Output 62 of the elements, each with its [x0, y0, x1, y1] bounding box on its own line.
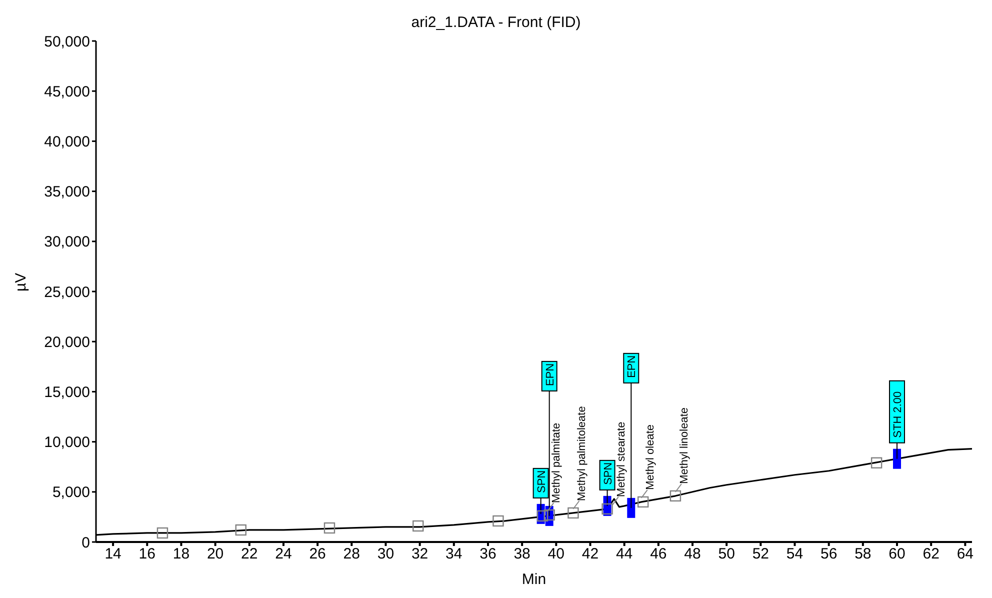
x-tick-label: 18: [172, 546, 190, 563]
chart-title: ari2_1.DATA - Front (FID): [410, 14, 582, 31]
x-tick-label: 26: [309, 546, 326, 563]
x-tick-label: 42: [582, 546, 599, 563]
y-tick-label: 5,000: [52, 484, 90, 502]
point: [492, 515, 504, 527]
x-axis-title: Min: [522, 571, 546, 588]
y-tick-label: 40,000: [44, 134, 90, 151]
point: [637, 496, 649, 508]
y-tick-label: 50,000: [44, 33, 90, 50]
y-tick-label: 35,000: [44, 184, 90, 201]
annotation: Methyl linoleate: [678, 407, 690, 484]
x-tick-label: 60: [888, 546, 906, 563]
y-tick-label: 10,000: [44, 434, 90, 452]
point: [235, 524, 246, 536]
y-tick-label: 0: [82, 534, 90, 552]
x-tick-label: 50: [718, 546, 735, 563]
x-tick-label: 44: [616, 546, 633, 563]
x-tick-label: 46: [650, 546, 667, 563]
point: [544, 509, 555, 521]
data-label: EPN: [626, 355, 638, 378]
x-tick-label: 48: [684, 546, 701, 563]
y-tick-label: 30,000: [44, 234, 90, 251]
point: [412, 520, 424, 532]
y-tick-label: 45,000: [44, 83, 90, 100]
data-label: EPN: [544, 363, 556, 386]
x-tick-label: 56: [820, 546, 838, 563]
x-tick-label: 38: [514, 546, 530, 563]
x-tick-label: 20: [206, 546, 224, 563]
annotation: Methyl palmitoleate: [576, 406, 588, 501]
x-tick-label: 28: [343, 546, 360, 563]
data-label: SPN: [536, 470, 548, 493]
point: [602, 503, 613, 515]
annotation: Methyl stearate: [615, 422, 628, 497]
x-tick-label: 32: [411, 546, 428, 563]
x-tick-label: 16: [138, 546, 156, 563]
annotation: Methyl oleate: [644, 424, 656, 490]
x-tick-label: 36: [480, 546, 496, 563]
x-tick-label: 22: [241, 546, 258, 563]
x-tick-label: 34: [446, 546, 462, 563]
point: [156, 527, 168, 539]
x-tick-label: 30: [377, 546, 394, 563]
x-tick-label: 14: [104, 546, 122, 563]
x-tick-label: 62: [922, 546, 940, 563]
point: [324, 522, 336, 534]
x-tick-label: 52: [752, 546, 770, 563]
x-tick-label: 40: [548, 546, 564, 563]
data-label: STH 2.00: [892, 391, 904, 438]
point: [870, 457, 882, 468]
point: [670, 490, 682, 502]
y-tick-label: 20,000: [44, 334, 90, 351]
point: [568, 507, 579, 519]
x-tick-label: 54: [786, 546, 804, 563]
x-tick-label: 58: [854, 546, 872, 563]
point: [536, 510, 548, 522]
data-label: SPN: [602, 462, 614, 485]
y-axis-title: µV: [12, 272, 30, 292]
annotation: Methyl palmitate: [550, 422, 563, 503]
y-tick-label: 15,000: [44, 384, 90, 402]
y-tick-label: 25,000: [44, 284, 90, 301]
x-tick-label: 64: [956, 546, 974, 563]
x-tick-label: 24: [275, 546, 292, 563]
